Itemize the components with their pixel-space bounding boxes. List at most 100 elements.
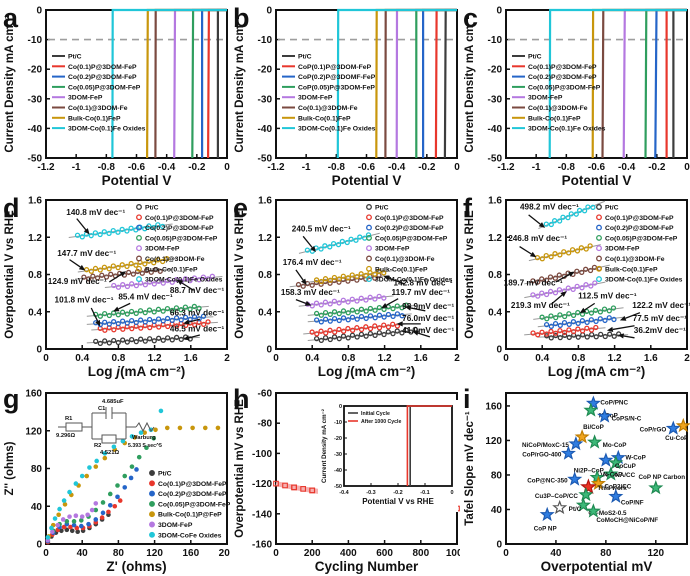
x-tick-label: 0 — [503, 548, 509, 559]
x-tick-label: 160 — [182, 548, 199, 559]
x-tick-label: 1.6 — [184, 353, 198, 364]
legend-swatch — [366, 276, 372, 283]
legend-label: Pt/C — [145, 205, 159, 212]
panel-a: -1.2 -1 -0.8 -0.6 -0.4 -0.2 0 0 -10 -20 -30 -40 -50 P… — [0, 0, 230, 190]
tafel-slope-annotation: 147.7 mV dec⁻¹ — [57, 249, 116, 258]
lsv-curve — [216, 8, 227, 158]
x-tick-label: -0.8 — [98, 162, 116, 173]
panel-letter: g — [3, 384, 20, 414]
plot-border — [505, 392, 688, 545]
y-tick-label: 120 — [25, 426, 42, 437]
y-tick-label: 160 — [485, 401, 502, 412]
tafel-slope-annotation: 240.5 mV dec⁻¹ — [292, 225, 351, 234]
eis-point — [134, 467, 139, 472]
legend-label: 3DOM-Co(0.1)Fe Oxides — [528, 126, 606, 133]
x-tick-label: -1.2 — [497, 162, 515, 173]
y-tick-label: 80 — [31, 464, 43, 475]
tafel-slope-annotation: 122.2 mV dec⁻¹ — [632, 301, 690, 310]
svg-text:0: 0 — [450, 490, 453, 496]
x-tick-label: 600 — [376, 548, 393, 559]
y-tick-label: -50 — [488, 154, 503, 165]
tafel-slope-annotation: 77.5 mV dec⁻¹ — [633, 314, 688, 323]
lsv-curve — [201, 8, 227, 158]
tafel-slope-annotation: 140.8 mV dec⁻¹ — [66, 208, 125, 217]
legend-label: Bulk-Co(0.1)FeP — [528, 115, 581, 122]
x-tick-label: -1.2 — [37, 162, 55, 173]
panel-letter: c — [463, 3, 478, 33]
y-tick-label: 0 — [36, 6, 42, 17]
eis-point — [68, 524, 73, 530]
eis-point — [129, 434, 135, 439]
panel-letter: d — [3, 193, 20, 223]
legend-swatch — [366, 214, 372, 221]
eis-point — [158, 408, 164, 414]
x-tick-label: -0.4 — [618, 162, 636, 173]
star-point — [580, 478, 597, 495]
legend-swatch — [149, 511, 155, 518]
tafel-slope-annotation: 88.7 mV dec⁻¹ — [170, 286, 225, 295]
x-axis-title: Z' (ohms) — [106, 559, 166, 574]
svg-text:R1: R1 — [65, 416, 73, 422]
y-axis-title: Current Density mA cm⁻² — [234, 15, 246, 152]
eis-point — [94, 458, 99, 464]
eis-point — [129, 464, 135, 469]
y-axis-title: Tafel Slope mV dec⁻¹ — [464, 411, 476, 526]
legend-label: 3DOM-Co(0.1)Fe Oxides — [145, 277, 223, 284]
eis-point — [56, 512, 61, 518]
y-tick-label: 0 — [266, 6, 272, 17]
y-tick-label: 1.2 — [488, 233, 502, 244]
legend-label: Pt/C — [68, 54, 82, 61]
legend-swatch — [136, 245, 142, 252]
legend-swatch — [596, 214, 602, 221]
legend-label: CoP(0.1)P@3DOM-FeP — [298, 64, 372, 71]
x-tick-label: 120 — [647, 548, 664, 559]
eis-point — [64, 519, 70, 524]
x-tick-label: -0.6 — [128, 162, 146, 173]
x-tick-label: 80 — [113, 548, 125, 559]
star-point — [675, 417, 690, 433]
legend-swatch — [596, 204, 602, 210]
x-tick-label: 0.8 — [571, 353, 585, 364]
lsv-curve — [173, 8, 227, 159]
x-tick-label: 0 — [684, 162, 690, 173]
star-label: CoMoCH@NiCoP/NF — [596, 517, 658, 524]
svg-text:0: 0 — [339, 404, 342, 410]
tafel-slope-annotation: 41.0mV dec⁻¹ — [402, 326, 454, 335]
eis-point — [153, 427, 158, 433]
eis-point — [106, 509, 111, 515]
svg-text:4.521Ω: 4.521Ω — [100, 450, 120, 456]
eis-point — [151, 436, 156, 441]
eis-point — [177, 425, 183, 431]
eis-point — [61, 498, 67, 503]
legend-swatch — [366, 245, 372, 252]
legend-label: Co(0.1)P@3DOM-FeP — [68, 64, 137, 71]
legend-label: Pt/C — [605, 205, 619, 212]
star-point — [578, 486, 594, 502]
eis-point — [79, 473, 85, 479]
panel-letter: b — [233, 3, 250, 33]
y-tick-label: 1.6 — [258, 196, 272, 207]
svg-text:-50: -50 — [334, 484, 342, 490]
y-tick-label: 0.4 — [488, 307, 502, 318]
star-label: Mo-CoP — [603, 442, 627, 449]
star-label: CoCuP — [615, 463, 636, 470]
legend-label: Co(0.1)@3DOM-Fe — [375, 256, 435, 263]
x-tick-label: 0.8 — [111, 353, 125, 364]
star-point — [597, 408, 613, 423]
legend-label: Co(0.1)P@3DOM-FeP — [605, 215, 674, 222]
star-label: CoP/NF — [621, 500, 644, 507]
legend-swatch — [366, 234, 372, 241]
star-label: CoP@NC-350 — [527, 477, 568, 484]
legend-label: Pt/C — [375, 205, 389, 212]
eis-point — [73, 513, 79, 518]
star-point — [574, 429, 590, 444]
svg-text:-20: -20 — [334, 436, 342, 442]
eis-point — [112, 503, 118, 509]
y-axis-title: Z'' (ohms) — [4, 441, 16, 495]
eis-point — [45, 535, 51, 540]
y-tick-label: -30 — [28, 94, 43, 105]
legend-swatch — [136, 224, 142, 231]
y-tick-label: 80 — [491, 470, 503, 481]
eis-point — [50, 529, 55, 535]
eis-point — [122, 473, 128, 479]
